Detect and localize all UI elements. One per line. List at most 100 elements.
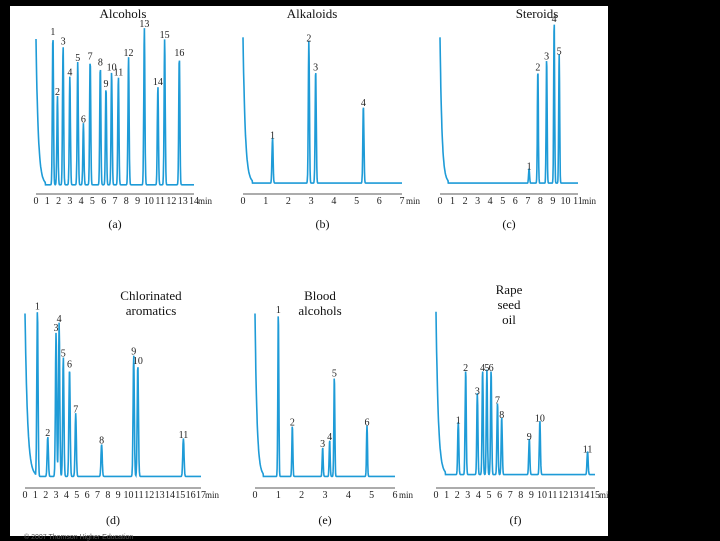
x-tick-a-0: 0 [34,196,39,207]
x-tick-a-7: 7 [113,196,118,207]
x-tick-f-12: 12 [558,490,568,501]
peak-label-d-11: 11 [179,430,189,441]
subfigure-label-c: (c) [502,217,515,231]
x-tick-a-12: 12 [166,196,176,207]
chart-title-f: seed [497,297,521,312]
x-tick-a-10: 10 [144,196,154,207]
x-tick-c-6: 6 [513,196,518,207]
x-tick-e-1: 1 [276,490,281,501]
x-tick-f-13: 13 [569,490,579,501]
x-tick-d-1: 1 [33,490,38,501]
x-tick-f-1: 1 [444,490,449,501]
x-tick-a-1: 1 [45,196,50,207]
x-axis-unit-a: min [198,196,213,206]
x-axis-unit-c: min [582,196,597,206]
x-tick-f-2: 2 [455,490,460,501]
x-tick-a-3: 3 [67,196,72,207]
peak-label-d-8: 8 [99,435,104,446]
peak-label-a-10: 10 [107,63,117,74]
chart-title-a: Alcohols [100,6,147,21]
x-axis-unit-f: min [599,490,608,500]
x-tick-c-10: 10 [560,196,570,207]
x-tick-b-5: 5 [354,196,359,207]
x-tick-e-4: 4 [346,490,351,501]
peak-label-f-2: 2 [463,363,468,374]
x-tick-e-5: 5 [369,490,374,501]
chart-title-f: oil [502,312,516,327]
x-tick-a-13: 13 [178,196,188,207]
peak-label-a-15: 15 [160,30,170,41]
subfigure-label-b: (b) [316,217,330,231]
x-tick-b-7: 7 [400,196,405,207]
x-tick-a-11: 11 [155,196,165,207]
x-tick-c-0: 0 [438,196,443,207]
x-tick-c-2: 2 [463,196,468,207]
peak-label-a-12: 12 [124,48,134,59]
peak-label-f-3: 3 [475,387,480,398]
peak-label-f-4: 4 [480,363,485,374]
chart-title-f: Rape [496,282,523,297]
chart-title-d: aromatics [126,303,177,318]
x-tick-b-3: 3 [309,196,314,207]
peak-label-a-14: 14 [153,77,163,88]
x-tick-d-4: 4 [64,490,69,501]
x-tick-d-8: 8 [105,490,110,501]
x-tick-d-5: 5 [74,490,79,501]
x-tick-c-8: 8 [538,196,543,207]
peak-label-d-3: 3 [54,323,59,334]
chart-title-c: Steroids [516,6,559,21]
x-tick-f-15: 15 [590,490,600,501]
peak-label-e-1: 1 [276,305,281,316]
x-tick-c-11: 11 [573,196,583,207]
trace-a [35,28,194,186]
chart-title-b: Alkaloids [287,6,338,21]
x-tick-f-14: 14 [579,490,589,501]
trace-f [435,311,595,476]
x-tick-a-2: 2 [56,196,61,207]
peak-label-f-10: 10 [535,414,545,425]
peak-label-a-8: 8 [98,58,103,69]
trace-e [254,313,395,478]
x-tick-a-8: 8 [124,196,129,207]
peak-label-c-2: 2 [535,63,540,74]
x-tick-b-1: 1 [263,196,268,207]
x-tick-d-7: 7 [95,490,100,501]
x-tick-a-14: 14 [189,196,199,207]
x-tick-c-3: 3 [475,196,480,207]
x-tick-b-0: 0 [241,196,246,207]
x-tick-d-6: 6 [85,490,90,501]
peak-label-d-9: 9 [131,347,136,358]
x-tick-c-7: 7 [525,196,530,207]
trace-c [439,24,578,184]
peak-label-a-4: 4 [67,67,72,78]
peak-label-f-5: 5 [484,363,489,374]
peak-label-d-5: 5 [61,349,66,360]
x-tick-f-7: 7 [508,490,513,501]
figure-panel: Alcohols 1 2 3 4 5 6 7 8 9 10 11 12 13 14 15 16 0 1 2 3 4 5 6 7 8… [10,6,609,541]
x-tick-c-1: 1 [450,196,455,207]
peak-label-f-6: 6 [489,363,494,374]
x-tick-f-8: 8 [518,490,523,501]
peak-label-e-6: 6 [365,417,370,428]
x-tick-d-14: 14 [165,490,175,501]
peak-label-e-5: 5 [332,368,337,379]
subfigure-label-f: (f) [510,513,522,527]
peak-label-a-11: 11 [114,67,124,78]
x-tick-f-0: 0 [434,490,439,501]
trace-d [24,312,201,479]
x-tick-b-2: 2 [286,196,291,207]
x-tick-b-6: 6 [377,196,382,207]
peak-label-d-2: 2 [45,428,50,439]
peak-label-c-5: 5 [557,46,562,57]
x-tick-d-11: 11 [134,490,144,501]
peak-label-e-4: 4 [327,432,332,443]
x-tick-e-0: 0 [253,490,258,501]
peak-label-a-13: 13 [139,19,149,30]
x-axis-unit-e: min [399,490,414,500]
peak-label-f-11: 11 [583,444,593,455]
peak-label-f-8: 8 [499,410,504,421]
